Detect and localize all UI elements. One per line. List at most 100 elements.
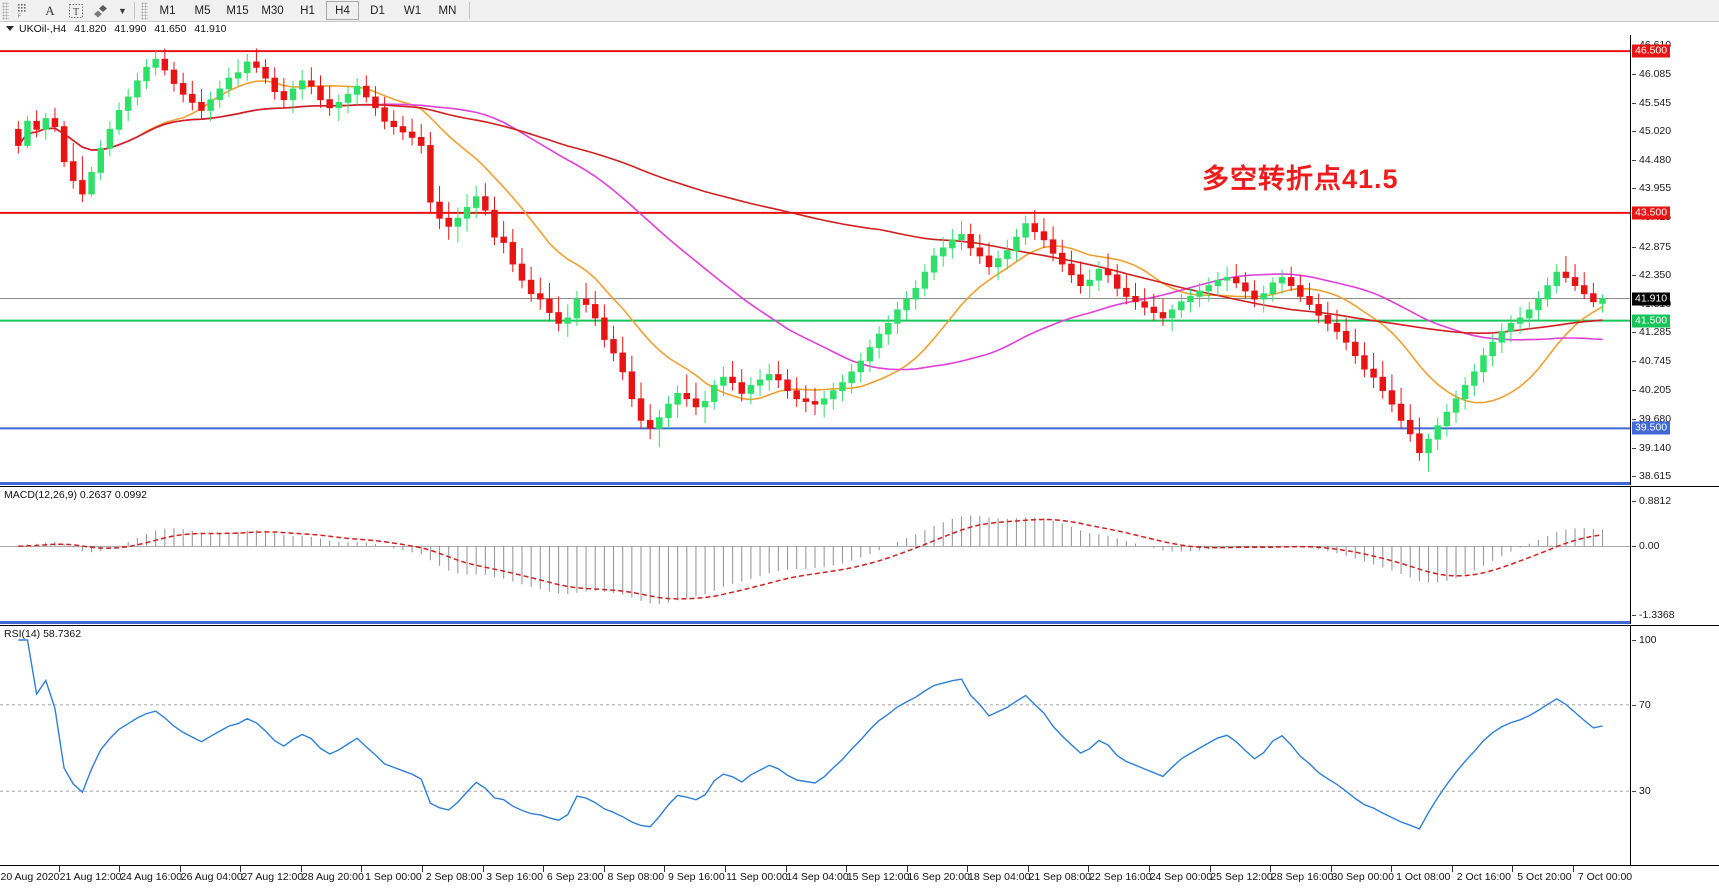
candlestick <box>106 121 114 157</box>
price-plot-area[interactable]: 多空转折点41.5 <box>0 35 1630 485</box>
high-value: 41.990 <box>114 22 147 35</box>
candlestick <box>811 387 819 415</box>
candlestick <box>637 382 645 429</box>
candlestick <box>610 326 617 362</box>
panel-separator-1[interactable] <box>0 621 1630 624</box>
timeframe-button-m30[interactable]: M30 <box>261 4 284 17</box>
timeframe-bar-grip[interactable] <box>141 1 148 20</box>
price-tick-42-875: 42.875 <box>1631 240 1672 253</box>
price-level-label-41-910[interactable]: 41.910 <box>1632 292 1671 306</box>
price-tick-40-205: 40.205 <box>1631 384 1672 397</box>
toolbar-separator <box>134 2 135 19</box>
candlestick <box>729 361 736 391</box>
crosshair-icon[interactable]: F <box>12 1 36 21</box>
candlestick <box>1297 274 1304 302</box>
candlestick <box>756 369 764 397</box>
candlestick <box>875 326 883 359</box>
symbol-quote-row: UKOil-,H4 41.820 41.990 41.650 41.910 <box>0 22 1719 35</box>
macd-indicator-panel[interactable]: MACD(12,26,9) 0.2637 0.0992 0.8812 0.00 -1… <box>0 486 1719 624</box>
svg-text:F: F <box>18 13 21 18</box>
candlestick <box>1086 269 1093 300</box>
candlestick <box>601 304 608 348</box>
candlestick <box>903 290 910 321</box>
candlestick <box>1571 264 1579 291</box>
timeframe-button-m15[interactable]: M15 <box>226 4 249 17</box>
timeframe-button-d1[interactable]: D1 <box>370 4 385 17</box>
candlestick <box>482 183 489 216</box>
text-box-glyph: T <box>69 3 83 18</box>
candlestick <box>298 70 306 100</box>
candlestick <box>1068 250 1075 283</box>
ohlc-values: 41.820 41.990 41.650 41.910 <box>74 23 231 35</box>
time-tick <box>422 866 424 872</box>
panel-separator-0[interactable] <box>0 482 1630 485</box>
candlestick <box>793 377 800 407</box>
timeframe-button-h1[interactable]: H1 <box>300 4 315 17</box>
candlestick <box>134 72 141 106</box>
rsi-indicator-panel[interactable]: RSI(14) 58.7362 100 70 30 <box>0 625 1719 865</box>
time-axis-label-11: 9 Sep 16:00 <box>668 871 725 883</box>
candlestick <box>820 390 828 418</box>
candlestick <box>747 377 755 405</box>
time-axis-label-17: 21 Sep 08:00 <box>1028 871 1092 883</box>
text-label-icon[interactable]: A <box>45 2 55 18</box>
objects-icon[interactable] <box>90 1 114 21</box>
rsi-plot-area[interactable]: RSI(14) 58.7362 <box>0 626 1630 865</box>
time-axis-label-4: 27 Aug 12:00 <box>241 871 304 883</box>
candlestick <box>445 202 452 240</box>
candlestick <box>628 355 636 407</box>
candlestick <box>711 379 718 410</box>
objects-dropdown-arrow-icon[interactable]: ▼ <box>118 5 127 16</box>
time-axis-label-12: 11 Sep 00:00 <box>726 871 788 883</box>
price-tick-42-350: 42.350 <box>1631 268 1672 281</box>
price-scale[interactable]: 46.61046.08545.54545.02044.48043.95543.4… <box>1630 35 1719 485</box>
candlestick <box>234 59 242 87</box>
candlestick <box>527 266 535 302</box>
rsi-tick-0: 100 <box>1632 634 1657 646</box>
price-level-label-41-500[interactable]: 41.500 <box>1632 314 1671 328</box>
price-level-label-43-500[interactable]: 43.500 <box>1632 206 1671 220</box>
time-axis[interactable]: 20 Aug 2020 21 Aug 12:00 24 Aug 16:00 26 Au… <box>0 865 1719 890</box>
symbol-label: UKOil-,H4 <box>19 22 67 35</box>
time-tick <box>846 866 848 872</box>
candlestick <box>353 78 361 106</box>
candlestick <box>1049 226 1057 262</box>
price-tick-41-285: 41.285 <box>1631 326 1672 339</box>
candlestick <box>958 220 965 251</box>
text-box-icon[interactable]: T <box>64 1 88 21</box>
candlestick <box>344 86 352 114</box>
toolbar-grip[interactable] <box>2 1 9 20</box>
candlestick <box>1544 277 1551 308</box>
price-tick-38-615: 38.615 <box>1631 470 1672 483</box>
candlestick <box>408 118 416 146</box>
macd-plot-area[interactable]: MACD(12,26,9) 0.2637 0.0992 <box>0 487 1630 624</box>
timeframe-button-m5[interactable]: M5 <box>194 4 211 17</box>
macd-tick-1: 0.00 <box>1631 540 1660 553</box>
timeframe-button-h4[interactable]: H4 <box>326 1 359 20</box>
candlestick <box>573 290 581 327</box>
svg-text:T: T <box>73 7 79 18</box>
candlestick <box>1452 390 1460 424</box>
candlestick <box>1434 417 1441 450</box>
timeframe-button-mn[interactable]: MN <box>438 4 457 17</box>
candlestick <box>591 290 599 327</box>
candlestick <box>1526 301 1533 329</box>
candlestick <box>152 51 159 76</box>
timeframe-button-w1[interactable]: W1 <box>403 4 422 17</box>
candlestick <box>225 67 233 97</box>
candlestick <box>42 113 50 141</box>
candlestick <box>70 142 77 189</box>
price-chart-panel[interactable]: 多空转折点41.5 46.61046.08545.54545.02044.480… <box>0 35 1719 485</box>
chart-menu-caret-icon[interactable] <box>6 26 14 31</box>
candlestick <box>51 107 59 133</box>
candlestick <box>1095 261 1103 291</box>
time-tick <box>664 866 666 872</box>
price-level-label-46-500[interactable]: 46.500 <box>1632 44 1671 58</box>
price-level-label-39-500[interactable]: 39.500 <box>1632 421 1671 435</box>
candlestick <box>1150 293 1158 321</box>
timeframe-button-m1[interactable]: M1 <box>159 4 176 17</box>
candlestick <box>665 396 672 429</box>
candlestick <box>289 80 297 114</box>
candlestick <box>179 72 187 103</box>
candlestick <box>1214 272 1222 297</box>
